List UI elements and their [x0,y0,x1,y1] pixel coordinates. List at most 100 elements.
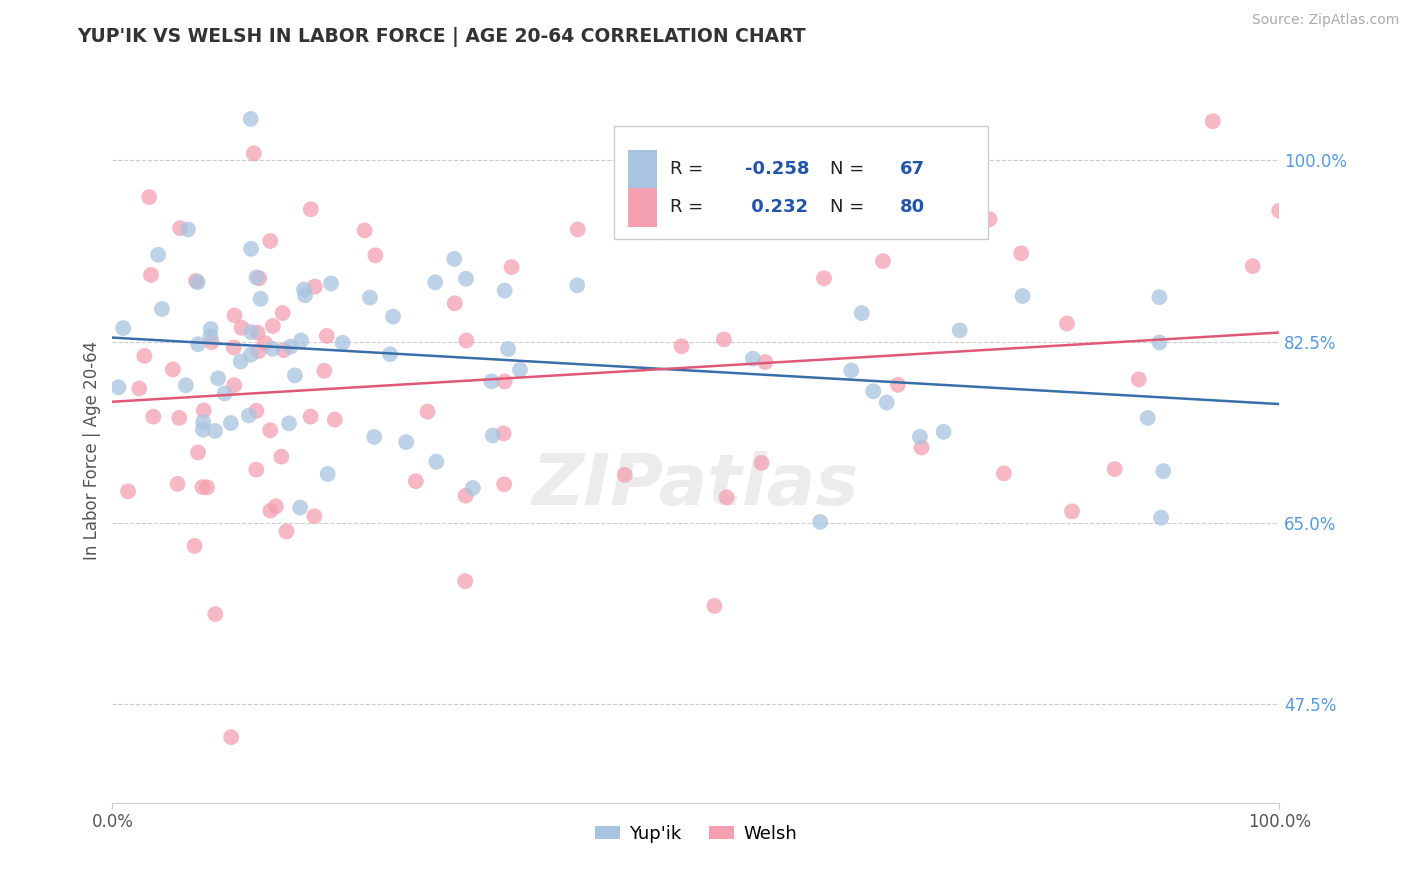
Point [910,441,932,455]
Point [273,343,295,357]
Point [200,329,222,343]
Point [245,270,267,285]
Point [1149,290,1171,304]
Point [359,291,381,305]
Text: YUP'IK VS WELSH IN LABOR FORCE | AGE 20-64 CORRELATION CHART: YUP'IK VS WELSH IN LABOR FORCE | AGE 20-… [77,27,806,46]
Point [270,450,292,464]
Point [174,378,197,392]
Point [332,335,354,350]
Point [1104,462,1126,476]
Point [1268,203,1291,218]
Point [501,260,523,274]
Point [567,222,589,236]
Point [259,234,281,248]
Point [128,382,150,396]
Point [207,371,229,385]
Point [245,463,267,477]
Point [224,309,246,323]
Point [454,489,477,503]
Point [166,476,188,491]
Y-axis label: In Labor Force | Age 20-64: In Labor Force | Age 20-64 [83,341,101,560]
Point [1241,259,1264,273]
Point [187,275,209,289]
Point [876,395,898,409]
Point [443,296,465,310]
Point [231,321,253,335]
Point [177,222,200,236]
Point [195,480,218,494]
Point [1152,464,1174,478]
Point [299,409,322,424]
Point [567,278,589,293]
Point [932,425,955,439]
Point [112,321,135,335]
Point [200,322,222,336]
Point [887,377,910,392]
Point [240,242,263,256]
Point [496,342,519,356]
Point [754,355,776,369]
Point [167,410,190,425]
Point [872,254,894,268]
Point [949,323,972,337]
Point [245,404,267,418]
Point [249,292,271,306]
Point [201,335,224,350]
Point [191,415,214,429]
Point [117,484,139,499]
Point [461,481,484,495]
Point [292,283,315,297]
Point [204,424,226,438]
Point [288,500,311,515]
Point [246,326,269,340]
Point [239,348,262,362]
Point [1128,372,1150,386]
Point [183,539,205,553]
Point [280,340,302,354]
Point [425,455,447,469]
Point [219,416,242,430]
Point [751,456,773,470]
Point [316,467,339,481]
Point [187,337,209,351]
Point [290,334,312,348]
Point [1011,289,1033,303]
Point [264,500,287,514]
Point [425,275,447,289]
FancyBboxPatch shape [614,127,987,239]
Point [262,318,284,333]
Point [364,248,387,262]
Point [107,380,129,394]
Point [813,271,835,285]
Point [204,607,226,621]
Point [741,351,763,366]
Point [278,417,301,431]
Point [134,349,156,363]
Text: N =: N = [830,161,870,178]
Point [1149,335,1171,350]
Point [294,288,316,302]
Point [416,404,439,418]
Point [494,477,516,491]
Text: 80: 80 [900,199,925,217]
Text: R =: R = [671,161,709,178]
Point [222,341,245,355]
Point [304,279,326,293]
Point [808,515,831,529]
Point [456,334,478,348]
FancyBboxPatch shape [628,188,658,227]
Point [184,274,207,288]
Point [193,403,215,417]
Point [651,225,673,239]
Point [259,423,281,437]
Point [284,368,307,383]
Point [315,329,337,343]
Point [271,306,294,320]
Point [142,409,165,424]
Point [187,445,209,459]
Point [494,375,516,389]
Point [378,347,401,361]
Text: 0.232: 0.232 [745,199,808,217]
Point [146,248,169,262]
Point [494,284,516,298]
